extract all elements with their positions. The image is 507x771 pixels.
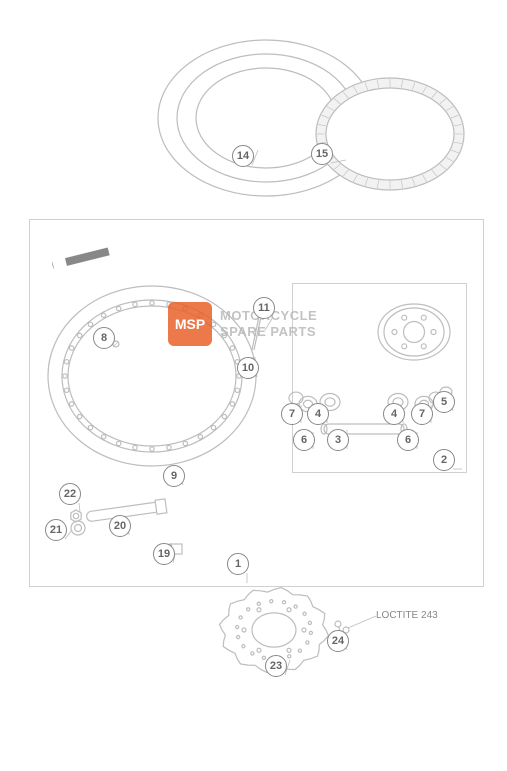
callout-15: 15 <box>311 143 333 165</box>
callout-3: 3 <box>327 429 349 451</box>
callout-10: 10 <box>237 357 259 379</box>
callout-22: 22 <box>59 483 81 505</box>
watermark-badge-text: MSP <box>175 316 205 332</box>
callout-21: 21 <box>45 519 67 541</box>
callout-6: 6 <box>397 429 419 451</box>
diagram-canvas: MSP MOTORCYCLE SPARE PARTS LOCTITE 243 1… <box>0 0 507 771</box>
exploded-view-svg <box>0 0 507 771</box>
callout-7: 7 <box>411 403 433 425</box>
callout-14: 14 <box>232 145 254 167</box>
callout-24: 24 <box>327 630 349 652</box>
watermark: MSP MOTORCYCLE SPARE PARTS <box>168 302 317 346</box>
callout-8: 8 <box>93 327 115 349</box>
loctite-label: LOCTITE 243 <box>376 610 438 621</box>
callout-1: 1 <box>227 553 249 575</box>
callout-6: 6 <box>293 429 315 451</box>
callout-20: 20 <box>109 515 131 537</box>
callout-2: 2 <box>433 449 455 471</box>
callout-7: 7 <box>281 403 303 425</box>
callout-4: 4 <box>383 403 405 425</box>
callout-23: 23 <box>265 655 287 677</box>
callout-4: 4 <box>307 403 329 425</box>
callout-11: 11 <box>253 297 275 319</box>
callout-5: 5 <box>433 391 455 413</box>
callout-19: 19 <box>153 543 175 565</box>
callout-9: 9 <box>163 465 185 487</box>
watermark-badge: MSP <box>168 302 212 346</box>
watermark-line2: SPARE PARTS <box>220 324 317 340</box>
